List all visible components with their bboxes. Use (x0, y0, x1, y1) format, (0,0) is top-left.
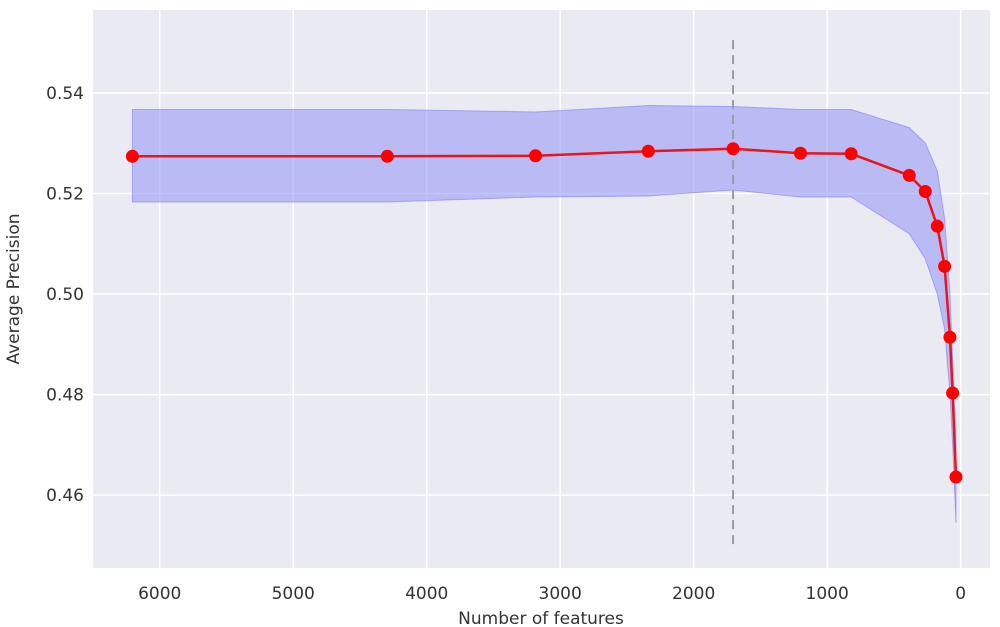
data-point (938, 259, 952, 273)
plot-area (93, 10, 990, 568)
data-point (943, 330, 957, 344)
data-point (380, 149, 394, 163)
x-tick-label: 4000 (405, 584, 448, 604)
data-point (528, 149, 542, 163)
data-point (946, 386, 960, 400)
y-tick-label: 0.48 (46, 386, 84, 406)
confidence-band (131, 104, 957, 523)
y-tick-label: 0.50 (46, 285, 84, 305)
y-axis-label: Average Precision (4, 213, 24, 364)
data-point (641, 144, 655, 158)
data-point (949, 470, 963, 484)
x-tick-label: 3000 (539, 584, 582, 604)
x-tick-label: 1000 (806, 584, 849, 604)
y-tick-label: 0.54 (46, 84, 84, 104)
x-tick-label: 2000 (672, 584, 715, 604)
data-point (726, 142, 740, 156)
series-polyline (132, 147, 958, 478)
x-tick-label: 0 (955, 584, 966, 604)
confidence-band-area (131, 104, 957, 523)
data-point (793, 146, 807, 160)
y-tick-labels: 0.46 0.48 0.50 0.52 0.54 (46, 84, 84, 506)
y-tick-label: 0.46 (46, 486, 84, 506)
data-point (930, 219, 944, 233)
data-point (918, 184, 932, 198)
x-tick-labels: 6000 5000 4000 3000 2000 1000 0 (138, 584, 966, 604)
data-point (902, 168, 916, 182)
x-tick-label: 6000 (138, 584, 181, 604)
series-line (132, 147, 958, 478)
x-axis-label: Number of features (458, 609, 624, 627)
data-point (844, 147, 858, 161)
series-markers (125, 142, 963, 484)
x-tick-label: 5000 (272, 584, 315, 604)
data-point (125, 149, 139, 163)
y-tick-label: 0.52 (46, 184, 84, 204)
